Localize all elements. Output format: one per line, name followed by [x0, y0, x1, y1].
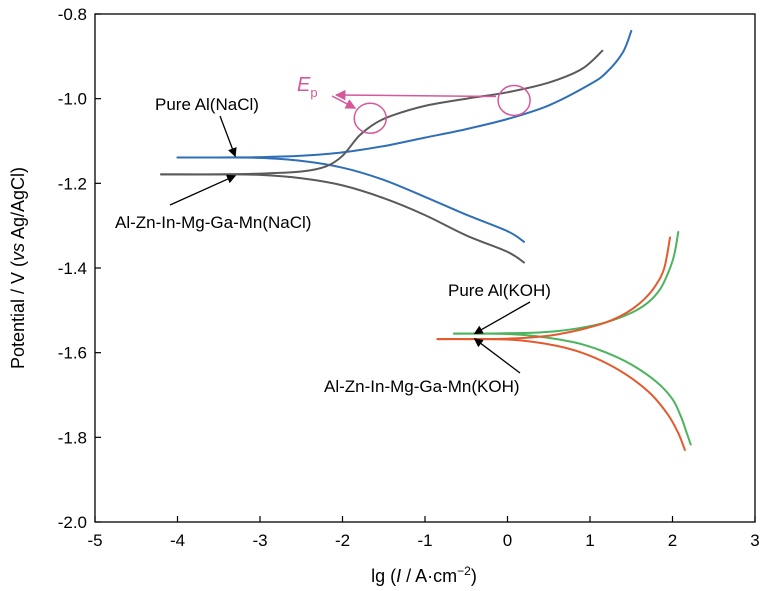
ep-marker-circle-1: [497, 84, 531, 117]
series-line-3-cathodic: [436, 338, 686, 451]
y-tick-label: -0.8: [58, 5, 87, 24]
ep-label: Ep: [297, 74, 318, 100]
y-tick-label: -1.4: [58, 259, 87, 278]
x-tick-label: -1: [417, 531, 432, 550]
curves-layer: [160, 29, 692, 451]
series-label-arrow-3: [473, 338, 521, 374]
series-line-0-anodic: [176, 29, 633, 159]
series-line-1-cathodic: [160, 173, 525, 264]
series-line-0-cathodic: [176, 156, 525, 243]
x-tick-label: -4: [170, 531, 185, 550]
y-tick-label: -1.6: [58, 344, 87, 363]
series-label-3: Al-Zn-In-Mg-Ga-Mn(KOH): [324, 377, 520, 396]
series-label-arrow-1: [169, 174, 237, 206]
annotations-layer: Pure Al(NaCl) Al-Zn-In-Mg-Ga-Mn(NaCl) Pure…: [115, 74, 551, 396]
series-line-1-anodic: [160, 49, 604, 176]
series-label-0: Pure Al(NaCl): [155, 95, 259, 114]
series-label-1: Al-Zn-In-Mg-Ga-Mn(NaCl): [115, 213, 311, 232]
x-tick-label: 1: [585, 531, 594, 550]
series-label-arrow-0: [219, 115, 237, 158]
y-tick-label: -1.0: [58, 90, 87, 109]
x-tick-label: 2: [668, 531, 677, 550]
series-label-arrow-2: [473, 301, 531, 335]
ep-symbol: E: [297, 74, 311, 96]
ep-arrow-1: [334, 89, 497, 101]
x-tick-label: 3: [750, 531, 759, 550]
ep-arrow-0: [331, 95, 357, 109]
ep-marker-circle-0: [353, 102, 387, 134]
x-tick-label: -3: [252, 531, 267, 550]
series-line-2-cathodic: [452, 332, 692, 446]
x-tick-label: 0: [503, 531, 512, 550]
y-tick-label: -2.0: [58, 513, 87, 532]
series-label-2: Pure Al(KOH): [448, 281, 551, 300]
x-axis-title: lg (I / A·cm−2): [371, 564, 477, 586]
axes-layer: -5 -4 -3 -2 -1 0 1 2 3 -2.0 -1.8 -1.6 -1.4 -1.2 -1.0 -0…: [58, 5, 760, 550]
x-tick-label: -5: [87, 531, 102, 550]
y-axis-title: Potential / V (vs Ag/AgCl): [8, 167, 28, 369]
ep-subscript: p: [310, 85, 317, 100]
y-tick-label: -1.2: [58, 174, 87, 193]
plot-frame: [94, 13, 756, 523]
x-tick-label: -2: [335, 531, 350, 550]
y-tick-label: -1.8: [58, 428, 87, 447]
